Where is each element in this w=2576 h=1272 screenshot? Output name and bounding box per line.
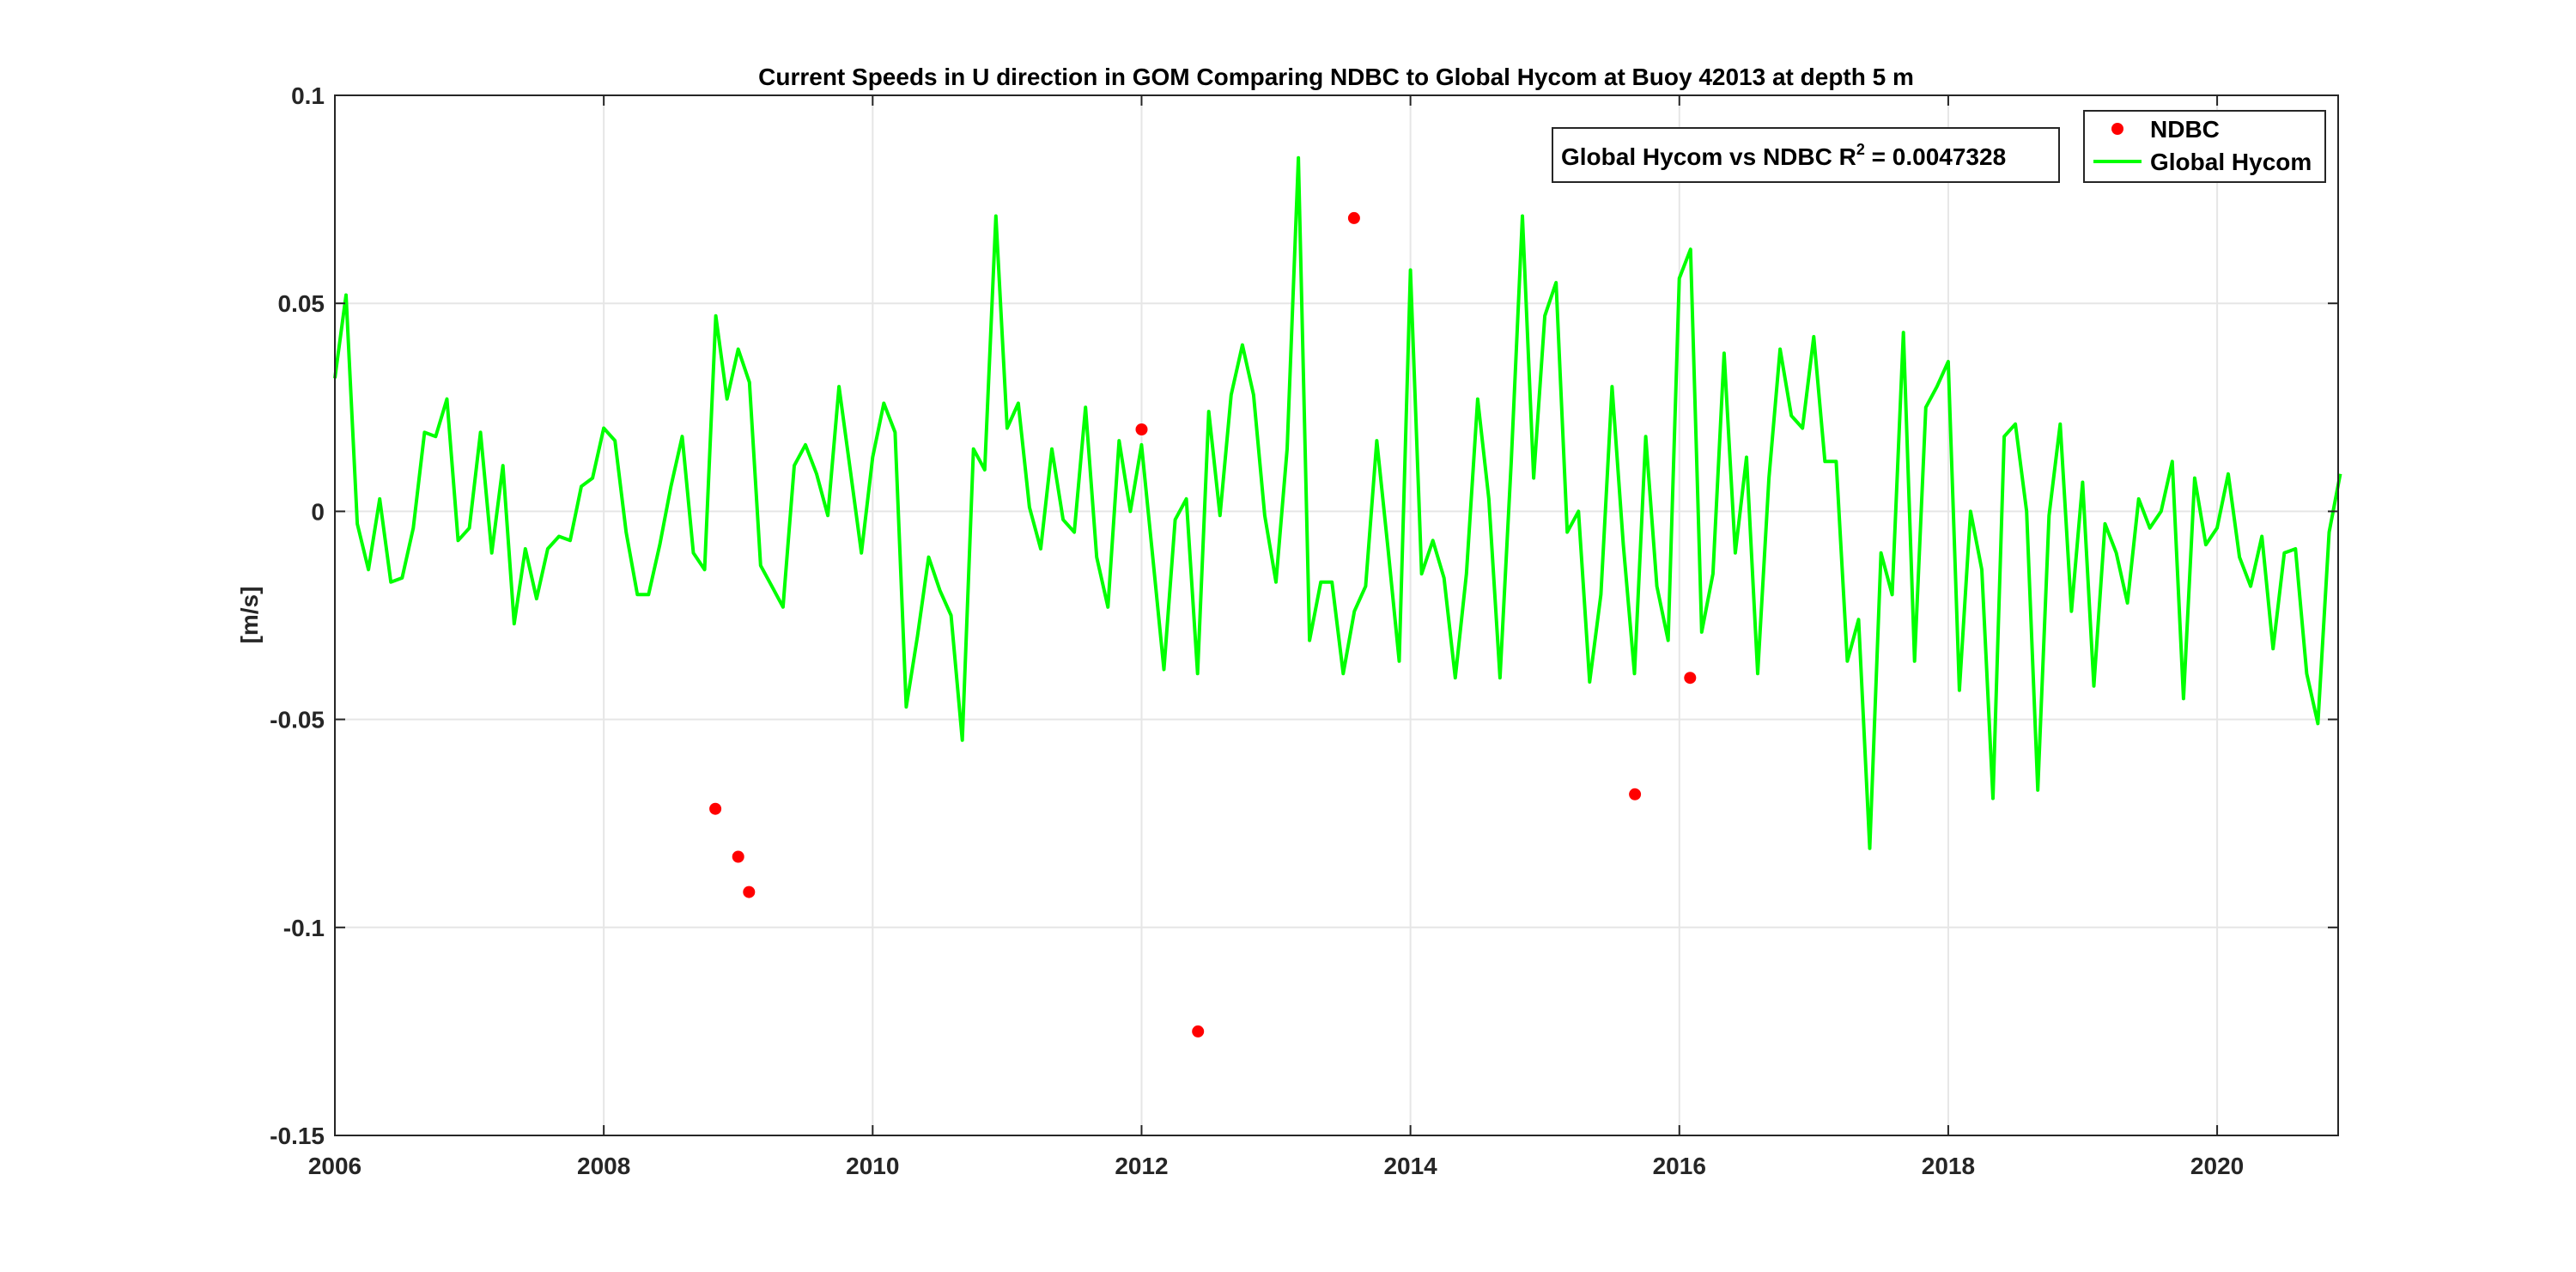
axes-box xyxy=(334,94,2339,1136)
x-tick-label: 2006 xyxy=(308,1153,361,1179)
r-squared-annotation: Global Hycom vs NDBC R2 = 0.0047328 xyxy=(1552,127,2060,183)
y-axis-label: [m/s] xyxy=(236,587,263,644)
x-tick-label: 2010 xyxy=(846,1153,899,1179)
ndbc-point xyxy=(709,802,722,815)
x-tick-label: 2020 xyxy=(2190,1153,2244,1179)
x-tick-label: 2008 xyxy=(577,1153,630,1179)
chart-title: Current Speeds in U direction in GOM Com… xyxy=(758,64,1914,90)
x-tick-label: 2016 xyxy=(1653,1153,1706,1179)
legend-ndbc-label: NDBC xyxy=(2150,116,2220,143)
annotation-suffix: = 0.0047328 xyxy=(1865,143,2006,170)
series-ndbc xyxy=(709,211,1697,1038)
y-tick-label: -0.05 xyxy=(270,707,325,733)
y-tick-label: 0.05 xyxy=(278,290,325,317)
annotation-superscript: 2 xyxy=(1856,141,1865,158)
ndbc-point xyxy=(1192,1025,1205,1038)
ndbc-point xyxy=(1684,672,1697,685)
ndbc-point xyxy=(743,886,756,898)
legend: NDBC Global Hycom xyxy=(2083,110,2326,183)
axis-ticks xyxy=(334,94,2338,1136)
axis-tick-labels: 2006 2008 2010 2012 2014 2016 2018 2020 -0.15 -0.… xyxy=(270,82,2244,1179)
y-tick-label: -0.15 xyxy=(270,1123,325,1149)
annotation-prefix: Global Hycom vs NDBC R xyxy=(1561,143,1856,170)
legend-ndbc-marker xyxy=(2111,123,2123,135)
annotation-text: Global Hycom vs NDBC R2 = 0.0047328 xyxy=(1561,141,2006,170)
legend-box xyxy=(2083,110,2326,183)
legend-global-hycom-label: Global Hycom xyxy=(2150,149,2312,175)
x-tick-label: 2012 xyxy=(1115,1153,1168,1179)
series-global-hycom xyxy=(333,155,2342,850)
y-tick-label: 0 xyxy=(311,498,325,525)
ndbc-point xyxy=(1135,423,1148,435)
annotation-box xyxy=(1552,127,2060,183)
ndbc-point xyxy=(732,850,744,863)
y-tick-label: 0.1 xyxy=(291,82,325,109)
ndbc-point xyxy=(1347,211,1360,224)
global-hycom-line xyxy=(333,155,2342,850)
y-tick-label: -0.1 xyxy=(283,915,325,941)
x-tick-label: 2014 xyxy=(1383,1153,1437,1179)
ndbc-point xyxy=(1629,788,1642,800)
x-tick-label: 2018 xyxy=(1922,1153,1975,1179)
